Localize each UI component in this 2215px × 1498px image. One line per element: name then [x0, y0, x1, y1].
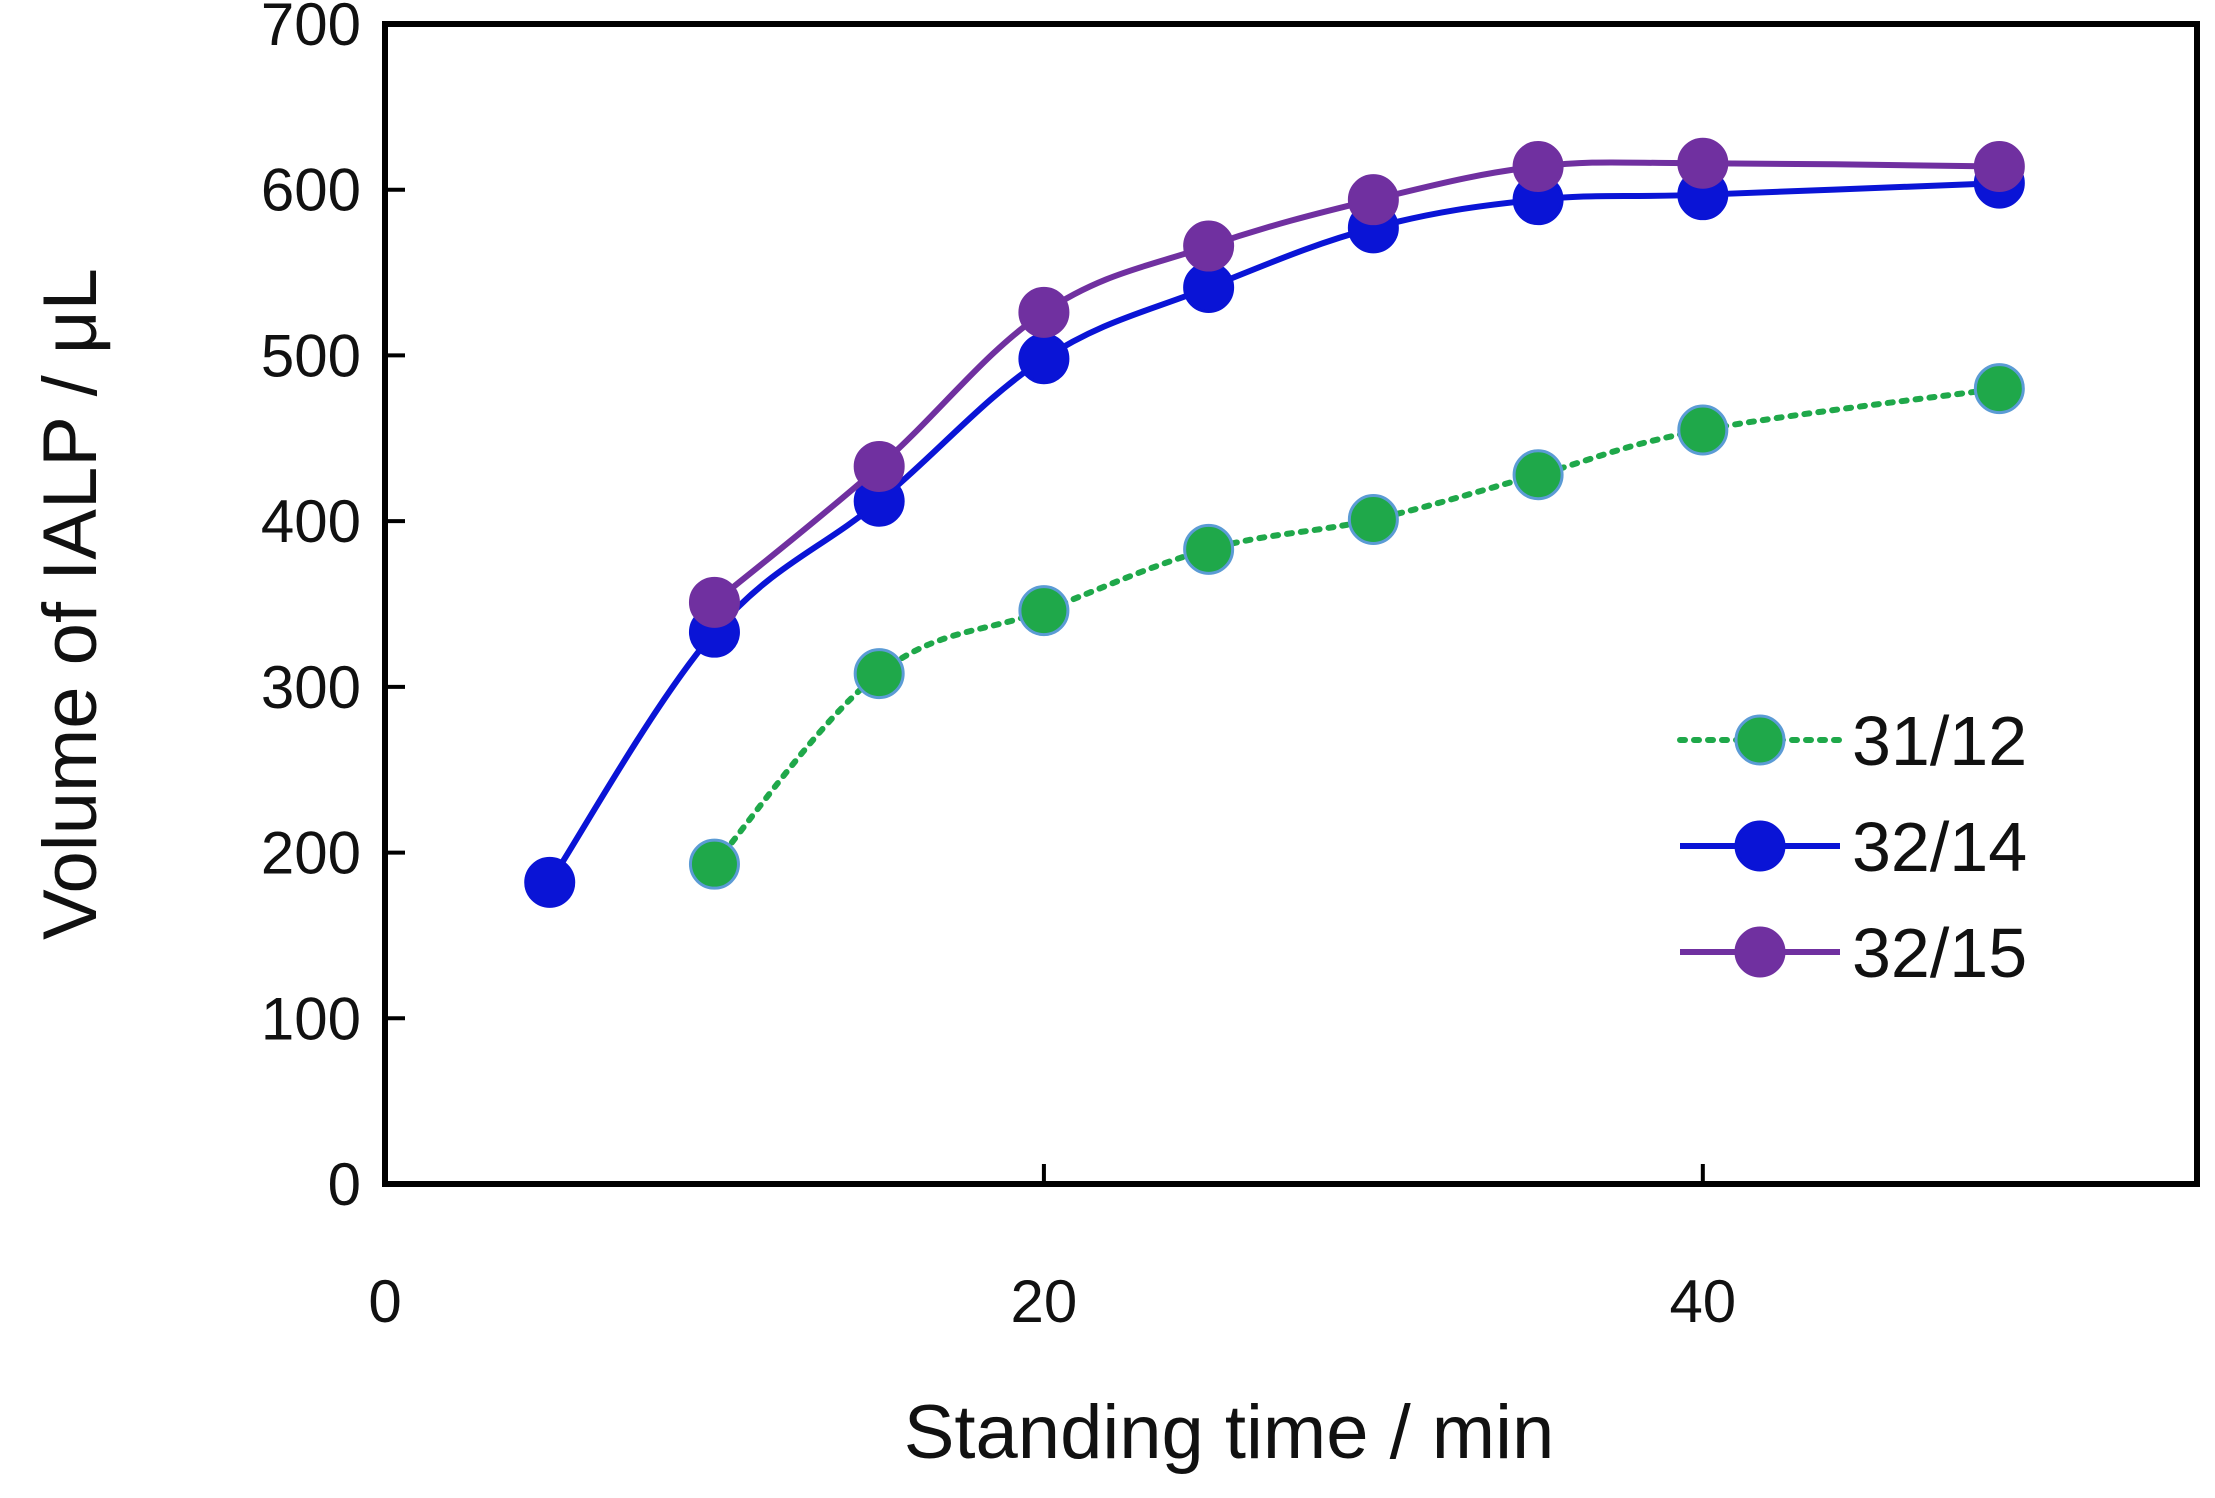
legend-marker-31-12 [1734, 714, 1786, 766]
data-point-31-12 [1018, 585, 1070, 637]
x-tick-label: 20 [1011, 1268, 1078, 1335]
x-axis: 0 20 40 [368, 1164, 1736, 1335]
x-axis-title: Standing time / min [904, 1390, 1555, 1475]
series-line-31-12 [711, 385, 2003, 868]
data-point-32-15 [1973, 141, 2025, 193]
x-tick-label: 40 [1669, 1268, 1736, 1335]
plot-frame [382, 21, 2200, 1187]
legend-label-32-14: 32/14 [1852, 808, 2027, 886]
data-point-32-14 [524, 856, 576, 908]
y-axis-title: Volume of IALP / μL [28, 268, 113, 940]
data-point-31-12 [1973, 363, 2025, 415]
series-layer [524, 137, 2025, 908]
y-tick-label: 600 [261, 157, 361, 224]
data-point-32-15 [853, 440, 905, 492]
legend-marker-32-14 [1734, 820, 1786, 872]
data-point-32-14 [1018, 333, 1070, 385]
data-point-32-15 [1677, 137, 1729, 189]
data-point-32-15 [1347, 174, 1399, 226]
legend-label-31-12: 31/12 [1852, 702, 2027, 780]
data-point-31-12 [853, 648, 905, 700]
y-tick-label: 100 [261, 985, 361, 1052]
data-point-31-12 [1677, 404, 1729, 456]
data-point-32-15 [688, 576, 740, 628]
legend: 31/12 32/14 32/15 [1677, 702, 2027, 992]
y-tick-label: 400 [261, 488, 361, 555]
data-point-31-12 [1512, 449, 1564, 501]
y-tick-label: 700 [261, 0, 361, 58]
y-tick-label: 300 [261, 654, 361, 721]
y-tick-label: 500 [261, 322, 361, 389]
y-axis: 0 100 200 300 400 500 600 700 [261, 0, 405, 1218]
x-tick-label: 0 [368, 1268, 401, 1335]
y-tick-label: 0 [328, 1151, 361, 1218]
legend-label-32-15: 32/15 [1852, 914, 2027, 992]
legend-marker-32-15 [1734, 926, 1786, 978]
data-point-32-15 [1018, 286, 1070, 338]
data-point-31-12 [1347, 493, 1399, 545]
data-point-32-15 [1512, 141, 1564, 193]
y-tick-label: 200 [261, 820, 361, 887]
data-point-31-12 [1183, 523, 1235, 575]
data-point-31-12 [688, 838, 740, 890]
data-point-32-15 [1183, 220, 1235, 272]
